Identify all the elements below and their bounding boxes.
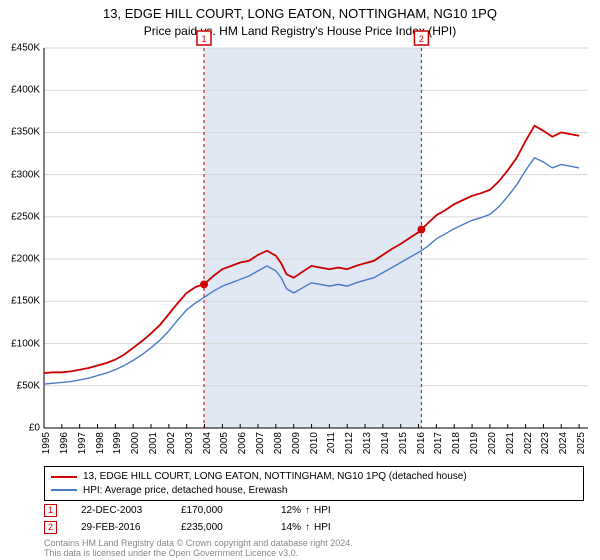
sale-price-1: £170,000	[181, 505, 281, 516]
y-tick-label: £350K	[0, 127, 40, 138]
x-tick-label: 2002	[166, 432, 177, 454]
x-tick-label: 2011	[326, 432, 337, 454]
y-tick-label: £300K	[0, 169, 40, 180]
line-chart-svg: 12	[44, 48, 588, 428]
arrow-up-icon: ↑	[305, 505, 310, 516]
sale-marker-1: 1	[44, 504, 57, 517]
y-tick-label: £250K	[0, 211, 40, 222]
x-tick-label: 2015	[398, 432, 409, 454]
sale-suffix-1: HPI	[314, 505, 331, 516]
x-tick-label: 1999	[112, 432, 123, 454]
legend-box: 13, EDGE HILL COURT, LONG EATON, NOTTING…	[44, 466, 584, 501]
x-tick-label: 2025	[576, 432, 587, 454]
x-tick-label: 2022	[523, 432, 534, 454]
chart-subtitle: Price paid vs. HM Land Registry's House …	[0, 24, 600, 38]
x-tick-label: 2003	[184, 432, 195, 454]
y-tick-label: £200K	[0, 254, 40, 265]
x-tick-label: 2006	[237, 432, 248, 454]
y-tick-label: £400K	[0, 85, 40, 96]
x-tick-label: 2008	[273, 432, 284, 454]
x-tick-label: 2016	[416, 432, 427, 454]
x-tick-label: 2017	[433, 432, 444, 454]
credits-block: Contains HM Land Registry data © Crown c…	[44, 538, 353, 559]
x-tick-label: 2007	[255, 432, 266, 454]
sale-date-1: 22-DEC-2003	[81, 505, 181, 516]
x-tick-label: 2009	[291, 432, 302, 454]
x-tick-label: 2014	[380, 432, 391, 454]
y-tick-label: £100K	[0, 338, 40, 349]
arrow-up-icon: ↑	[305, 522, 310, 533]
x-tick-label: 2013	[362, 432, 373, 454]
x-tick-label: 2019	[469, 432, 480, 454]
svg-text:1: 1	[201, 34, 206, 44]
x-tick-label: 2018	[451, 432, 462, 454]
y-tick-label: £50K	[0, 380, 40, 391]
legend-row-2: HPI: Average price, detached house, Erew…	[51, 484, 577, 498]
chart-container: 13, EDGE HILL COURT, LONG EATON, NOTTING…	[0, 0, 600, 560]
x-tick-label: 2005	[219, 432, 230, 454]
sale-marker-2: 2	[44, 521, 57, 534]
title-block: 13, EDGE HILL COURT, LONG EATON, NOTTING…	[0, 0, 600, 38]
x-tick-label: 1995	[41, 432, 52, 454]
x-tick-label: 2021	[505, 432, 516, 454]
legend-swatch-1	[51, 476, 77, 478]
sale-date-2: 29-FEB-2016	[81, 522, 181, 533]
x-tick-label: 2023	[540, 432, 551, 454]
y-tick-label: £0	[0, 423, 40, 434]
sale-pct-1: 12%	[281, 505, 301, 516]
sale-suffix-2: HPI	[314, 522, 331, 533]
credits-line-1: Contains HM Land Registry data © Crown c…	[44, 538, 353, 548]
x-tick-label: 2004	[202, 432, 213, 454]
legend-row-1: 13, EDGE HILL COURT, LONG EATON, NOTTING…	[51, 470, 577, 484]
x-tick-label: 2020	[487, 432, 498, 454]
chart-title: 13, EDGE HILL COURT, LONG EATON, NOTTING…	[0, 6, 600, 21]
x-tick-label: 2010	[309, 432, 320, 454]
x-tick-label: 1997	[77, 432, 88, 454]
x-tick-label: 1998	[95, 432, 106, 454]
legend-label-2: HPI: Average price, detached house, Erew…	[83, 484, 287, 498]
credits-line-2: This data is licensed under the Open Gov…	[44, 548, 353, 558]
x-tick-label: 1996	[59, 432, 70, 454]
sale-row-2: 2 29-FEB-2016 £235,000 14% ↑ HPI	[44, 521, 331, 534]
y-tick-label: £150K	[0, 296, 40, 307]
x-tick-label: 2012	[344, 432, 355, 454]
svg-text:2: 2	[419, 34, 424, 44]
sale-price-2: £235,000	[181, 522, 281, 533]
sale-row-1: 1 22-DEC-2003 £170,000 12% ↑ HPI	[44, 504, 331, 517]
x-tick-label: 2000	[130, 432, 141, 454]
x-tick-label: 2001	[148, 432, 159, 454]
legend-swatch-2	[51, 489, 77, 491]
legend-label-1: 13, EDGE HILL COURT, LONG EATON, NOTTING…	[83, 470, 467, 484]
y-tick-label: £450K	[0, 43, 40, 54]
sale-pct-2: 14%	[281, 522, 301, 533]
chart-plot-area: 12	[44, 48, 588, 428]
x-tick-label: 2024	[558, 432, 569, 454]
